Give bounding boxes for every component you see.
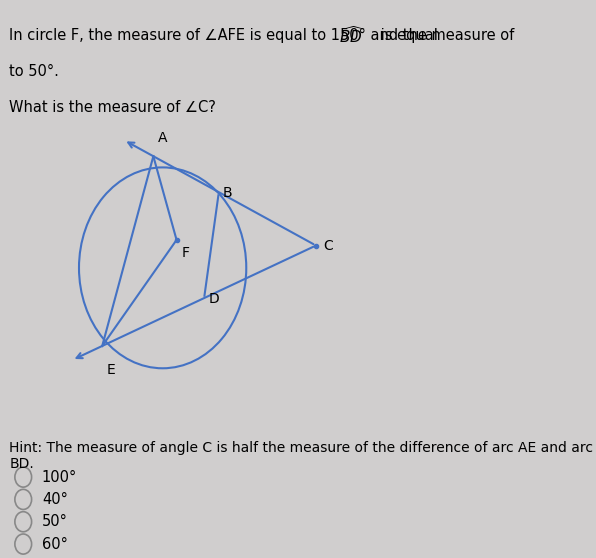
Text: C: C (323, 238, 333, 253)
Text: A: A (158, 131, 167, 145)
Text: Hint: The measure of angle C is half the measure of the difference of arc AE and: Hint: The measure of angle C is half the… (10, 441, 593, 471)
Text: D: D (209, 291, 220, 306)
Text: to 50°.: to 50°. (10, 64, 59, 79)
Text: $\widehat{BD}$: $\widehat{BD}$ (339, 25, 366, 46)
Text: E: E (107, 363, 116, 377)
Text: 100°: 100° (42, 470, 77, 484)
Text: What is the measure of ∠C?: What is the measure of ∠C? (10, 100, 216, 116)
Text: 60°: 60° (42, 537, 68, 551)
Text: 50°: 50° (42, 514, 68, 529)
Text: B: B (223, 185, 232, 200)
Text: In circle F, the measure of ∠AFE is equal to 150° and the measure of: In circle F, the measure of ∠AFE is equa… (10, 28, 519, 43)
Text: 40°: 40° (42, 492, 68, 507)
Text: is equal: is equal (377, 28, 438, 43)
Text: F: F (181, 246, 189, 259)
